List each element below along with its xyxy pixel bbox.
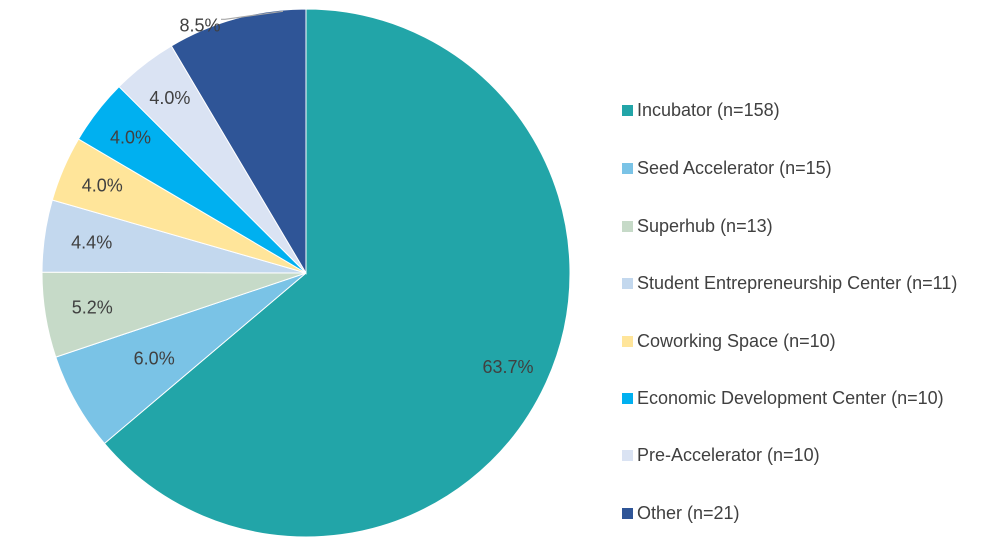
pie-data-label: 63.7% — [482, 357, 533, 377]
legend-swatch — [622, 336, 633, 347]
legend-swatch — [622, 105, 633, 116]
legend-item: Superhub (n=13) — [622, 215, 773, 237]
leader-line — [221, 10, 284, 20]
pie-data-label: 4.0% — [149, 88, 190, 108]
pie-data-label: 4.0% — [82, 175, 123, 195]
pie-data-label: 8.5% — [179, 15, 220, 35]
legend-swatch — [622, 278, 633, 289]
legend-item: Incubator (n=158) — [622, 99, 780, 121]
legend-swatch — [622, 393, 633, 404]
pie-slice — [170, 8, 307, 275]
legend-label: Superhub (n=13) — [637, 216, 773, 236]
legend-label: Student Entrepreneurship Center (n=11) — [637, 273, 958, 293]
legend-label: Other (n=21) — [637, 503, 740, 523]
legend-label: Incubator (n=158) — [637, 100, 780, 120]
legend-item: Economic Development Center (n=10) — [622, 387, 944, 409]
legend-swatch — [622, 508, 633, 519]
pie-data-label: 5.2% — [72, 298, 113, 318]
legend-item: Seed Accelerator (n=15) — [622, 157, 832, 179]
pie-slice — [103, 8, 571, 538]
legend-label: Economic Development Center (n=10) — [637, 388, 944, 408]
legend-label: Pre-Accelerator (n=10) — [637, 445, 820, 465]
pie-data-label: 6.0% — [134, 349, 175, 369]
legend-item: Pre-Accelerator (n=10) — [622, 444, 820, 466]
legend-swatch — [622, 163, 633, 174]
pie-data-label: 4.4% — [71, 232, 112, 252]
legend-swatch — [622, 450, 633, 461]
legend-swatch — [622, 221, 633, 232]
pie-data-label: 4.0% — [110, 127, 151, 147]
legend-item: Student Entrepreneurship Center (n=11) — [622, 272, 967, 294]
legend-label: Seed Accelerator (n=15) — [637, 158, 832, 178]
legend-item: Other (n=21) — [622, 502, 740, 524]
legend-label: Coworking Space (n=10) — [637, 331, 836, 351]
legend-item: Coworking Space (n=10) — [622, 330, 836, 352]
